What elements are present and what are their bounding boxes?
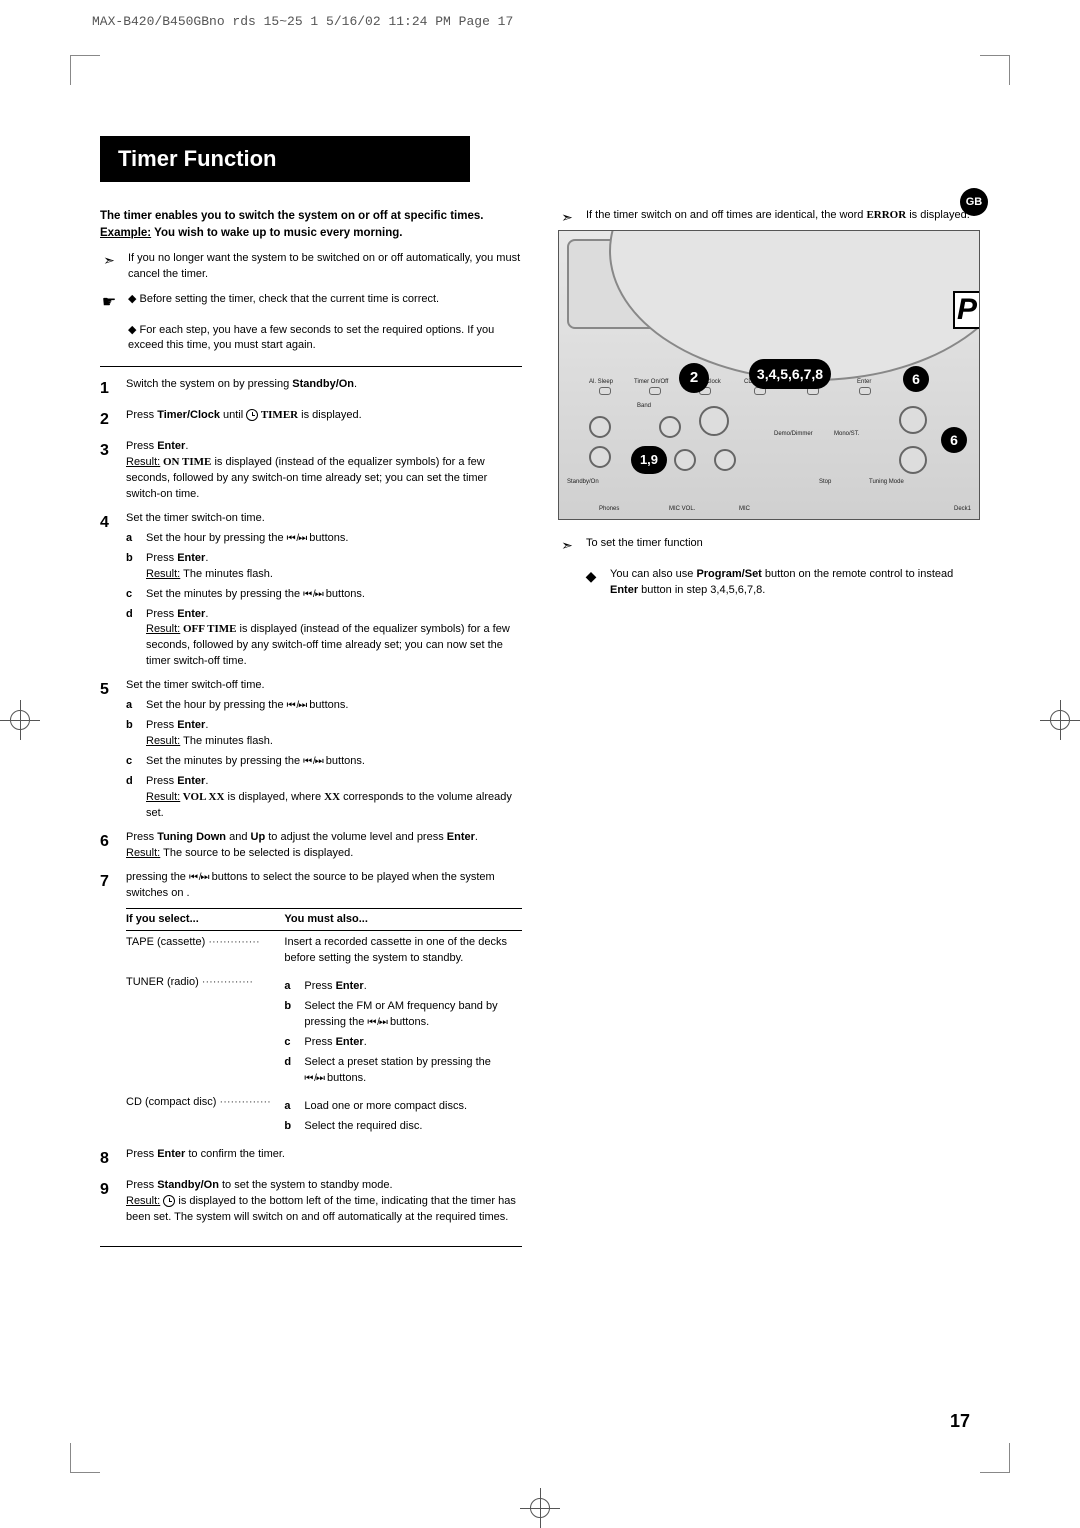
diamond-icon: ◆ [128, 324, 136, 336]
step-8: Press Enter to confirm the timer. [126, 1147, 522, 1170]
section-title-bar: Timer Function [100, 136, 470, 182]
hand-icon: ☛ [100, 292, 118, 354]
step-number: 6 [100, 830, 114, 862]
clock-icon [246, 409, 258, 421]
registration-mark [1040, 700, 1080, 740]
step-2: Press Timer/Clock until TIMER is display… [126, 408, 522, 431]
step-number: 4 [100, 511, 114, 670]
skip-icon: ⏮ /⏭ [367, 1017, 387, 1028]
note-hand: ☛ ◆ Before setting the timer, check that… [100, 292, 522, 354]
step-4: Set the timer switch-on time. aSet the h… [126, 511, 522, 670]
remote-note: ◆ You can also use Program/Set button on… [558, 567, 980, 598]
source-table: If you select...You must also... TAPE (c… [126, 908, 522, 1139]
step-number: 3 [100, 439, 114, 503]
diamond-icon: ◆ [582, 567, 600, 598]
callout-2: 2 [679, 363, 709, 393]
step-9: Press Standby/On to set the system to st… [126, 1178, 522, 1226]
step-3: Press Enter. Result: ON TIME is displaye… [126, 439, 522, 503]
skip-icon: ⏮ /⏭ [287, 700, 307, 711]
set-timer-note: ➣ To set the timer function [558, 536, 980, 556]
arrow-icon: ➣ [558, 536, 576, 556]
language-badge: GB [960, 188, 988, 216]
registration-mark [0, 700, 40, 740]
step-number: 5 [100, 678, 114, 822]
divider [100, 366, 522, 367]
note-cancel: ➣ If you no longer want the system to be… [100, 251, 522, 282]
skip-icon: ⏮ /⏭ [303, 756, 323, 767]
crop-mark [980, 1443, 1010, 1473]
print-header: MAX-B420/B450GBno rds 15~25 1 5/16/02 11… [92, 14, 513, 29]
step-1: Switch the system on by pressing Standby… [126, 377, 522, 400]
arrow-icon: ➣ [100, 251, 118, 282]
step-7: pressing the ⏮ /⏭ buttons to select the … [126, 870, 522, 1139]
skip-icon: ⏮ /⏭ [304, 1073, 324, 1084]
callout-19: 1,9 [631, 446, 667, 474]
step-5: Set the timer switch-off time. aSet the … [126, 678, 522, 822]
skip-icon: ⏮ /⏭ [287, 533, 307, 544]
error-note: ➣ If the timer switch on and off times a… [558, 208, 980, 228]
step-number: 9 [100, 1178, 114, 1226]
step-number: 2 [100, 408, 114, 431]
step-number: 7 [100, 870, 114, 1139]
callout-6: 6 [903, 366, 929, 392]
intro-text: The timer enables you to switch the syst… [100, 208, 522, 241]
callout-6: 6 [941, 427, 967, 453]
crop-mark [70, 55, 100, 85]
step-6: Press Tuning Down and Up to adjust the v… [126, 830, 522, 862]
step-number: 8 [100, 1147, 114, 1170]
diamond-icon: ◆ [128, 293, 136, 305]
device-illustration: P Al. Sleep Timer On/Off Timer/Clock CD … [558, 230, 980, 520]
arrow-icon: ➣ [558, 208, 576, 228]
section-title: Timer Function [118, 146, 277, 171]
skip-icon: ⏮ /⏭ [189, 872, 209, 883]
crop-mark [70, 1443, 100, 1473]
page-number: 17 [950, 1411, 970, 1432]
crop-mark [980, 55, 1010, 85]
registration-mark [520, 1488, 560, 1528]
step-number: 1 [100, 377, 114, 400]
clock-icon [163, 1195, 175, 1207]
p-logo: P [953, 291, 980, 329]
callout-345678: 3,4,5,6,7,8 [749, 359, 831, 389]
skip-icon: ⏮ /⏭ [303, 589, 323, 600]
